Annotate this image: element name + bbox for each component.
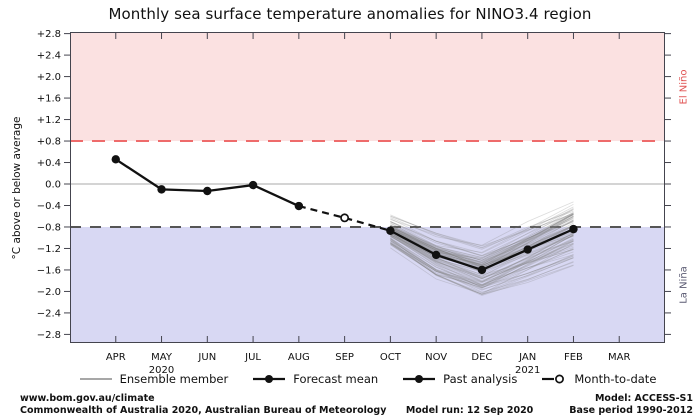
y-tick-labels: +2.8 +2.4 +2.0 +1.6 +1.2 +0.8 +0.4 0.0 −0.4 −0.8 −… [37, 29, 61, 341]
footer-attribution: www.bom.gov.au/climate Commonwealth of A… [20, 393, 386, 416]
legend-item-ensemble: Ensemble member [79, 372, 229, 386]
y-tick-label: −2.4 [37, 308, 61, 319]
y-tick-label: −0.4 [37, 201, 61, 212]
x-tick-label: DEC [471, 352, 492, 363]
x-tick-label: OCT [380, 352, 402, 363]
legend-label: Past analysis [443, 372, 518, 386]
y-tick-label: −2.8 [37, 330, 61, 341]
y-tick-label: −1.6 [37, 265, 61, 276]
y-tick-label: +1.2 [37, 115, 61, 126]
year-label: 2020 [149, 365, 174, 376]
legend-label: Month-to-date [574, 372, 657, 386]
forecast-mean-icon [253, 375, 286, 383]
legend-label: Ensemble member [119, 372, 229, 386]
y-tick-label: +2.8 [37, 29, 61, 40]
month-to-date-line [298, 204, 391, 232]
month-to-date-marker [340, 213, 350, 223]
footer-url: www.bom.gov.au/climate [20, 393, 155, 404]
el-nino-band [70, 32, 665, 142]
y-tick-label: +2.4 [37, 51, 61, 62]
x-tick-label: JUN [197, 352, 216, 363]
x-tick-label: SEP [335, 352, 354, 363]
x-tick-labels: APR MAY JUN JUL AUG SEP OCT NOV DEC JAN FEB MAR 2020… [106, 352, 631, 376]
y-tick-label: 0.0 [45, 180, 61, 191]
footer-copyright: Commonwealth of Australia 2020, Australi… [20, 404, 387, 416]
legend-item-month-to-date: Month-to-date [541, 372, 656, 386]
x-tick-label: JUL [244, 352, 261, 363]
y-tick-label: −1.2 [37, 244, 61, 255]
footer-model-info: Model: ACCESS-S1 Model run: 12 Sep 2020 B… [406, 393, 693, 416]
y-tick-label: +1.6 [37, 94, 61, 105]
x-tick-label: NOV [425, 352, 447, 363]
past-analysis-icon [403, 375, 436, 383]
la-nina-band [70, 226, 665, 343]
ensemble-line-icon [79, 378, 112, 380]
y-tick-label: −2.0 [37, 287, 61, 298]
x-ticks [115, 33, 620, 342]
footer-base-period: Base period 1990-2012 [569, 404, 693, 416]
past-analysis-line [111, 155, 304, 211]
x-tick-label: AUG [288, 352, 310, 363]
x-tick-label: FEB [564, 352, 583, 363]
forecast-mean-line [386, 224, 578, 275]
y-tick-label: −0.8 [37, 222, 61, 233]
month-to-date-icon [542, 374, 565, 384]
y-tick-label: +0.8 [37, 137, 61, 148]
legend-item-past-analysis: Past analysis [402, 372, 517, 386]
y-ticks [64, 33, 671, 335]
chart-title: Monthly sea surface temperature anomalie… [108, 5, 592, 23]
x-tick-label: JAN [518, 352, 536, 363]
footer-model: Model: ACCESS-S1 [594, 393, 693, 404]
y-tick-label: +2.0 [37, 72, 61, 83]
x-tick-label: MAR [608, 352, 630, 363]
legend-item-forecast-mean: Forecast mean [252, 372, 378, 386]
y-tick-label: +0.4 [37, 158, 61, 169]
footer-model-run: Model run: 12 Sep 2020 [405, 404, 534, 416]
plot-border [70, 32, 665, 343]
x-tick-label: MAY [151, 352, 173, 363]
legend: Ensemble member Forecast mean Past analy… [70, 369, 665, 389]
x-tick-label: APR [106, 352, 126, 363]
year-label: 2021 [515, 365, 540, 376]
legend-label: Forecast mean [293, 372, 379, 386]
